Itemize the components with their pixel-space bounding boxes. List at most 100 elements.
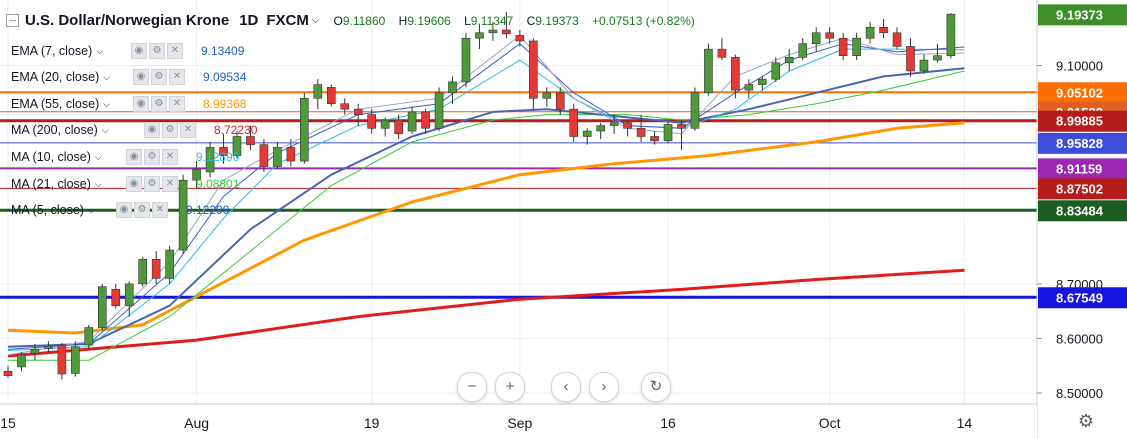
candle-body[interactable] (798, 43, 808, 58)
close-icon[interactable]: ✕ (152, 202, 168, 218)
candle-body[interactable] (946, 13, 956, 56)
gear-icon[interactable]: ⚙ (151, 69, 167, 85)
indicator-row[interactable]: EMA (55, close) ⌵ ◉ ⚙ ✕ 8.99368 (11, 96, 246, 112)
candle-body[interactable] (300, 97, 309, 162)
candle-body[interactable] (380, 119, 390, 129)
candle-body[interactable] (596, 125, 605, 132)
candle-body[interactable] (838, 37, 848, 56)
candle-body[interactable] (542, 92, 552, 99)
candle-body[interactable] (704, 48, 713, 94)
candle-body[interactable] (434, 92, 444, 129)
candle-body[interactable] (17, 354, 26, 368)
candle-body[interactable] (448, 81, 457, 94)
chevron-down-icon[interactable]: ⌵ (94, 151, 102, 162)
candle-body[interactable] (44, 345, 53, 349)
candle-body[interactable] (353, 108, 363, 115)
reset-button[interactable]: ↻ (641, 372, 671, 402)
close-icon[interactable]: ✕ (169, 69, 185, 85)
candle-body[interactable] (677, 124, 686, 129)
time-scale[interactable] (0, 405, 1037, 439)
gear-icon[interactable]: ⚙ (144, 176, 160, 192)
candle-body[interactable] (232, 136, 242, 156)
gear-icon[interactable]: ⚙ (162, 122, 178, 138)
candle-body[interactable] (663, 124, 673, 142)
candle-body[interactable] (502, 29, 511, 35)
candle-body[interactable] (784, 57, 794, 64)
candle-body[interactable] (515, 35, 525, 42)
indicator-row[interactable]: MA (5, close) ⌵ ◉ ⚙ ✕ 9.12299 (11, 202, 229, 218)
candle-body[interactable] (246, 136, 255, 145)
gear-icon[interactable]: ⚙ (144, 149, 160, 165)
candle-body[interactable] (475, 32, 484, 39)
candle-body[interactable] (933, 55, 942, 61)
eye-icon[interactable]: ◉ (131, 43, 147, 59)
eye-icon[interactable]: ◉ (133, 96, 149, 112)
chevron-down-icon[interactable]: ⌵ (101, 124, 109, 135)
indicator-row[interactable]: MA (21, close) ⌵ ◉ ⚙ ✕ 9.08801 (11, 176, 239, 192)
candle-body[interactable] (529, 40, 538, 99)
candle-body[interactable] (421, 111, 430, 129)
candle-body[interactable] (758, 78, 767, 85)
candle-body[interactable] (717, 48, 727, 58)
close-icon[interactable]: ✕ (169, 96, 185, 112)
collapse-icon[interactable] (6, 14, 19, 27)
candle-body[interactable] (461, 37, 471, 83)
candle-body[interactable] (582, 130, 592, 137)
indicator-label[interactable]: EMA (7, close) (11, 44, 93, 58)
candle-body[interactable] (340, 103, 350, 110)
candle-body[interactable] (394, 119, 403, 135)
candle-body[interactable] (865, 26, 875, 39)
candle-body[interactable] (97, 286, 107, 328)
close-icon[interactable]: ✕ (162, 176, 178, 192)
chevron-down-icon[interactable]: ⌵ (96, 45, 104, 56)
indicator-label[interactable]: MA (10, close) (11, 150, 91, 164)
candle-body[interactable] (3, 370, 13, 376)
chevron-down-icon[interactable]: ⌵ (311, 15, 320, 26)
close-icon[interactable]: ✕ (180, 122, 196, 138)
candle-body[interactable] (906, 46, 915, 72)
candle-body[interactable] (165, 249, 174, 279)
scroll-right-button[interactable]: › (589, 372, 619, 402)
indicator-row[interactable]: MA (10, close) ⌵ ◉ ⚙ ✕ 9.12890 (11, 149, 239, 165)
chevron-down-icon[interactable]: ⌵ (94, 178, 102, 189)
candle-body[interactable] (771, 62, 781, 80)
candle-body[interactable] (650, 136, 659, 142)
candle-body[interactable] (811, 32, 821, 44)
chevron-down-icon[interactable]: ⌵ (103, 98, 111, 109)
candle-body[interactable] (609, 122, 619, 126)
symbol-title[interactable]: U.S. Dollar/Norwegian Krone (25, 12, 230, 29)
gear-icon[interactable]: ⚙ (149, 43, 165, 59)
candle-body[interactable] (852, 37, 861, 56)
candle-body[interactable] (259, 144, 269, 167)
zoom-in-button[interactable]: + (495, 372, 525, 402)
settings-icon[interactable]: ⚙ (1077, 411, 1095, 431)
candle-body[interactable] (124, 283, 134, 307)
chevron-down-icon[interactable]: ⌵ (87, 204, 95, 215)
interval-label[interactable]: 1D (239, 12, 259, 29)
close-icon[interactable]: ✕ (167, 43, 183, 59)
indicator-label[interactable]: MA (21, close) (11, 177, 91, 191)
candle-body[interactable] (286, 147, 296, 162)
candle-body[interactable] (111, 289, 121, 307)
candle-body[interactable] (919, 59, 929, 72)
candle-body[interactable] (326, 87, 336, 105)
eye-icon[interactable]: ◉ (144, 122, 160, 138)
candle-body[interactable] (731, 57, 740, 91)
candle-body[interactable] (313, 84, 323, 99)
candle-body[interactable] (892, 32, 902, 47)
candle-body[interactable] (744, 84, 754, 91)
indicator-row[interactable]: EMA (20, close) ⌵ ◉ ⚙ ✕ 9.09534 (11, 69, 246, 85)
candle-body[interactable] (138, 259, 147, 285)
candle-body[interactable] (690, 92, 700, 129)
candle-body[interactable] (488, 29, 498, 34)
gear-icon[interactable]: ⚙ (134, 202, 150, 218)
candle-body[interactable] (636, 127, 646, 137)
candle-body[interactable] (367, 114, 376, 129)
chevron-down-icon[interactable]: ⌵ (103, 71, 111, 82)
candle-body[interactable] (879, 26, 888, 34)
indicator-label[interactable]: EMA (55, close) (11, 97, 100, 111)
close-icon[interactable]: ✕ (162, 149, 178, 165)
candle-body[interactable] (569, 108, 579, 137)
eye-icon[interactable]: ◉ (126, 149, 142, 165)
